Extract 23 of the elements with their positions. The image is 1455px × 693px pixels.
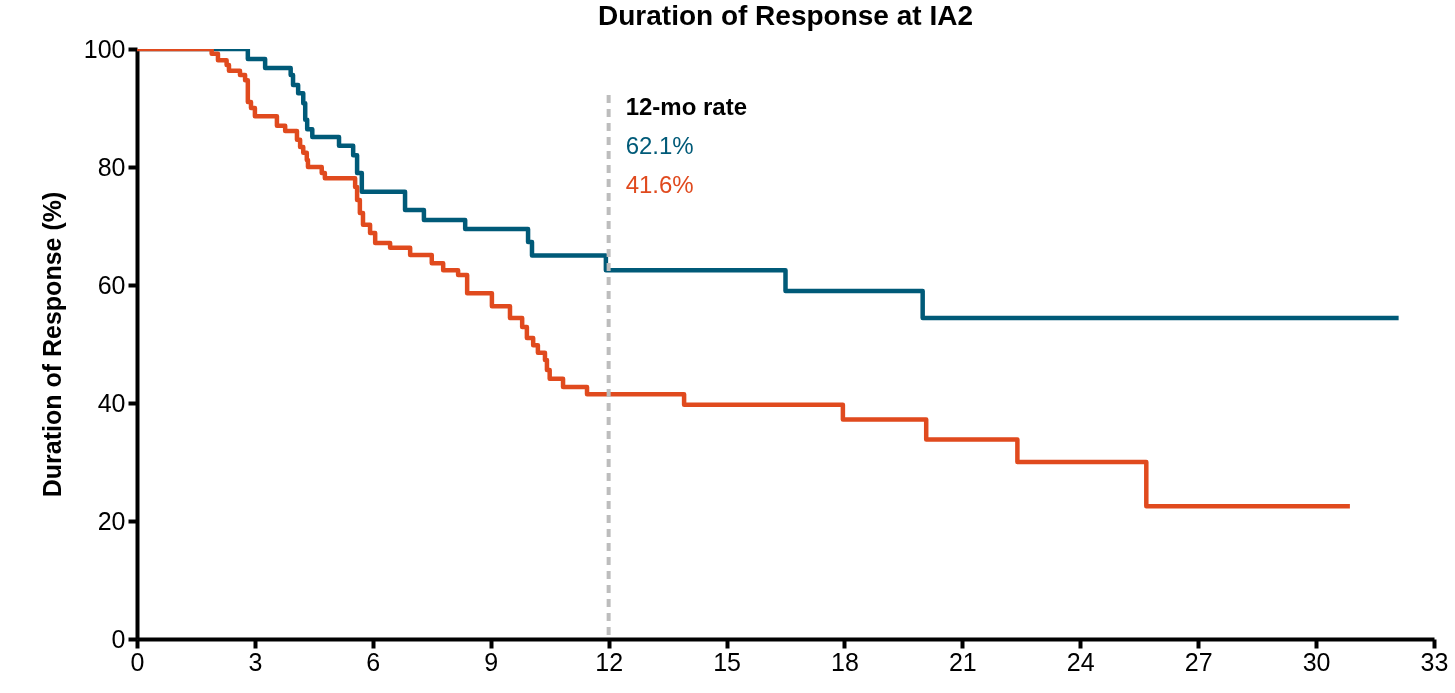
x-tick-label: 9	[484, 647, 499, 676]
x-tick-label: 24	[1066, 647, 1095, 676]
chart-title: Duration of Response at IA2	[598, 0, 973, 31]
y-tick-label: 0	[111, 624, 126, 653]
x-tick-label: 30	[1302, 647, 1331, 676]
x-tick-label: 3	[248, 647, 263, 676]
ref-line-label: 12-mo rate	[625, 93, 748, 120]
x-tick-label: 12	[595, 647, 624, 676]
y-axis-title: Duration of Response (%)	[37, 191, 66, 498]
y-tick-label: 20	[97, 506, 126, 535]
x-tick-label: 18	[831, 647, 859, 676]
y-tick-label: 100	[83, 34, 126, 63]
y-tick-label: 80	[97, 152, 126, 181]
x-tick-label: 0	[130, 647, 145, 676]
y-tick-label: 60	[97, 270, 126, 299]
x-tick-label: 27	[1184, 647, 1213, 676]
x-tick-label: 6	[366, 647, 381, 676]
x-tick-label: 33	[1420, 647, 1449, 676]
annotation: 41.6%	[625, 171, 694, 198]
annotation: 62.1%	[625, 132, 694, 159]
x-tick-label: 15	[713, 647, 741, 676]
y-tick-label: 40	[97, 388, 126, 417]
x-tick-label: 21	[948, 647, 977, 676]
